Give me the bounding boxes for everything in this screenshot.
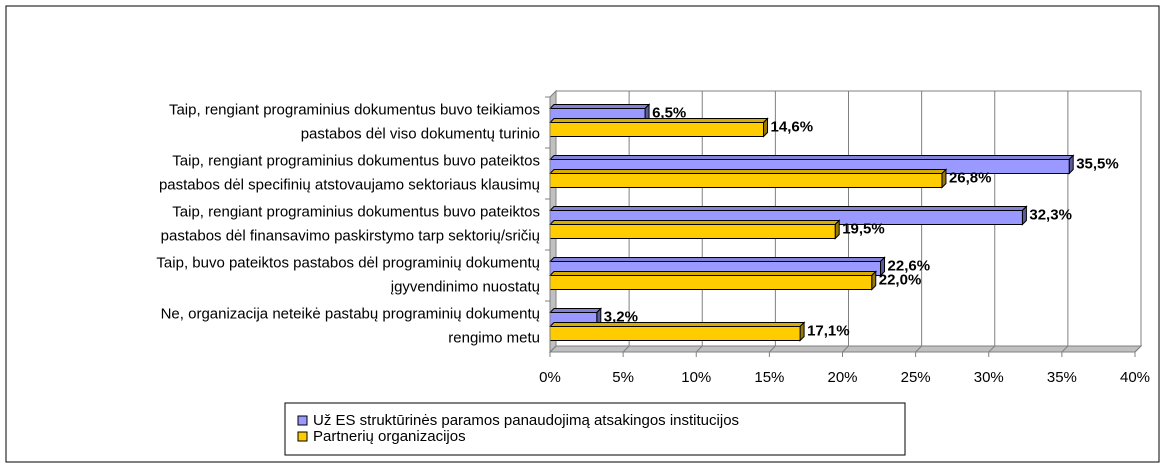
y-tick-label-line: Taip, rengiant programinius dokumentus b…	[169, 101, 540, 118]
y-tick-label-line: įgyvendinimo nuostatų	[391, 278, 540, 295]
x-tick-label: 5%	[612, 369, 634, 386]
bar-top	[548, 155, 1075, 160]
bar-front	[549, 275, 873, 290]
bar-side	[763, 117, 769, 138]
x-tick-label: 25%	[901, 369, 931, 386]
data-label: 32,3%	[1029, 206, 1072, 223]
x-tick-label: 0%	[539, 369, 561, 386]
grid-line	[988, 91, 996, 353]
bar-front	[549, 122, 765, 137]
y-tick-label-line: Taip, buvo pateiktos pastabos dėl progra…	[156, 254, 540, 271]
data-label: 3,2%	[604, 308, 638, 325]
bar-top	[548, 118, 769, 123]
x-tick-label: 30%	[974, 369, 1004, 386]
bar	[548, 219, 841, 240]
legend-label: Partnerių organizacijos	[313, 428, 466, 445]
y-tick-label: Taip, rengiant programinius dokumentus b…	[159, 152, 540, 193]
bar-top	[548, 271, 877, 276]
x-tick-label: 10%	[681, 369, 711, 386]
legend-box	[284, 402, 906, 456]
y-tick-label-line: Taip, rengiant programinius dokumentus b…	[172, 152, 540, 169]
y-tick-label-line: pastabos dėl finansavimo paskirstymo tar…	[161, 227, 540, 244]
bar	[548, 321, 806, 342]
legend-swatch	[297, 431, 308, 442]
bar-front	[549, 224, 836, 239]
bar	[548, 117, 769, 138]
bar-top	[548, 169, 948, 174]
bar-front	[549, 326, 801, 341]
y-tick-label: Taip, rengiant programinius dokumentus b…	[161, 203, 540, 244]
grid-line	[1061, 91, 1069, 353]
y-tick-label-line: Ne, organizacija neteikė pastabų program…	[161, 305, 540, 322]
x-tick-label: 20%	[827, 369, 857, 386]
bar-side	[1068, 154, 1074, 175]
y-tick-label-line: pastabos dėl specifinių atstovaujamo sek…	[159, 176, 540, 193]
x-tick-label: 40%	[1120, 369, 1150, 386]
data-label: 14,6%	[771, 118, 814, 135]
bar-top	[548, 206, 1028, 211]
bar-side	[1021, 205, 1027, 226]
bar-top	[548, 104, 651, 109]
bar-side	[799, 321, 805, 342]
y-tick-label-line: pastabos dėl viso dokumentų turinio	[301, 125, 540, 142]
y-tick-label-line: rengimo metu	[448, 329, 540, 346]
bar-side	[941, 168, 947, 189]
data-label: 17,1%	[807, 322, 850, 339]
x-tick-label: 15%	[754, 369, 784, 386]
bar-top	[548, 322, 806, 327]
y-tick-label: Taip, buvo pateiktos pastabos dėl progra…	[156, 254, 540, 295]
bar	[548, 270, 877, 291]
data-label: 26,8%	[949, 169, 992, 186]
data-label: 6,5%	[652, 104, 686, 121]
y-tick-label: Ne, organizacija neteikė pastabų program…	[161, 305, 540, 346]
data-label: 22,0%	[879, 271, 922, 288]
bar-top	[548, 257, 886, 262]
y-tick-label: Taip, rengiant programinius dokumentus b…	[169, 101, 540, 142]
data-label: 22,6%	[888, 257, 931, 274]
data-label: 35,5%	[1076, 155, 1119, 172]
bar-side	[834, 219, 840, 240]
legend-label: Už ES struktūrinės paramos panaudojimą a…	[313, 412, 739, 429]
bar-top	[548, 220, 841, 225]
legend-swatch	[297, 415, 308, 426]
data-label: 19,5%	[842, 220, 885, 237]
bar-side	[871, 270, 877, 291]
bar	[548, 168, 948, 189]
grid-line	[1134, 91, 1142, 353]
bar-top	[548, 308, 603, 313]
x-tick-label: 35%	[1047, 369, 1077, 386]
bar-front	[549, 173, 943, 188]
y-tick-label-line: Taip, rengiant programinius dokumentus b…	[172, 203, 540, 220]
